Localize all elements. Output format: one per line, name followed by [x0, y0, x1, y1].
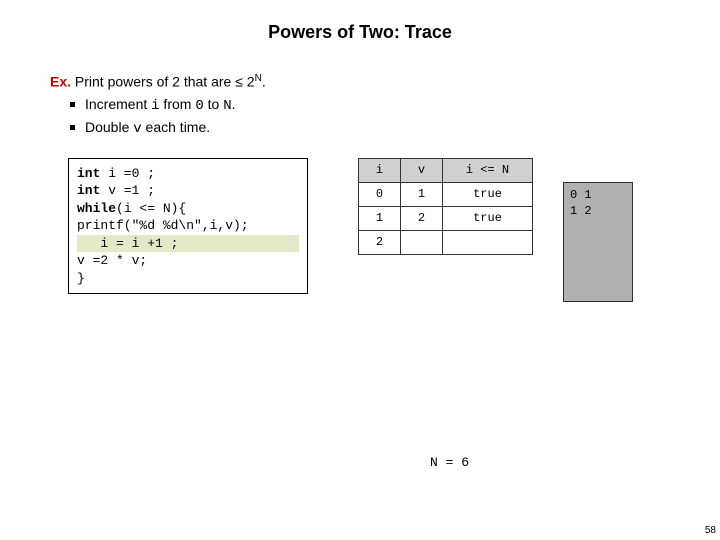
page-number: 58 [705, 525, 716, 536]
ex-tail: . [262, 74, 266, 90]
bullet-mono: v [133, 121, 141, 137]
bullet-mono: 0 [195, 98, 203, 114]
bullet-mono: i [151, 98, 159, 114]
table-cell: true [443, 182, 533, 206]
table-cell: true [443, 206, 533, 230]
bullet-icon [70, 125, 75, 130]
code-line: i = i +1 ; [77, 235, 299, 253]
table-header-row: ivi <= N [359, 158, 533, 182]
bullet-text: . [232, 96, 236, 112]
bullet-item: Double v each time. [70, 117, 670, 140]
output-box: 0 1 1 2 [563, 182, 633, 302]
trace-table: ivi <= N01true12true2 [358, 158, 533, 255]
example-line: Ex. Print powers of 2 that are ≤ 2N. [50, 73, 670, 90]
table-cell: 1 [401, 182, 443, 206]
table-row: 12true [359, 206, 533, 230]
n-note: N = 6 [430, 455, 469, 470]
page-title: Powers of Two: Trace [0, 0, 720, 43]
body: Ex. Print powers of 2 that are ≤ 2N. Inc… [0, 43, 720, 302]
ex-label: Ex. [50, 74, 71, 90]
table-cell: 1 [359, 206, 401, 230]
code-line: int i =0 ; [77, 165, 299, 183]
table-cell [443, 230, 533, 254]
table-cell [401, 230, 443, 254]
bullet-item: Increment i from 0 to N. [70, 94, 670, 117]
code-line: int v =1 ; [77, 182, 299, 200]
bullet-list: Increment i from 0 to N. Double v each t… [70, 94, 670, 140]
table-header: v [401, 158, 443, 182]
content-row: int i =0 ;int v =1 ;while(i <= N){printf… [50, 158, 670, 302]
bullet-mono: N [223, 98, 231, 114]
bullet-text: Increment [85, 96, 151, 112]
bullet-text: from [160, 96, 196, 112]
table-header: i <= N [443, 158, 533, 182]
table-row: 2 [359, 230, 533, 254]
code-line: v =2 * v; [77, 252, 299, 270]
code-line: while(i <= N){ [77, 200, 299, 218]
ex-sup: N [255, 73, 262, 84]
bullet-icon [70, 102, 75, 107]
table-cell: 2 [401, 206, 443, 230]
trace-wrap: ivi <= N01true12true2 [308, 158, 533, 255]
code-block: int i =0 ;int v =1 ;while(i <= N){printf… [68, 158, 308, 295]
table-cell: 2 [359, 230, 401, 254]
code-line: } [77, 270, 299, 288]
bullet-text: Double [85, 119, 133, 135]
table-header: i [359, 158, 401, 182]
bullet-text: each time. [142, 119, 210, 135]
table-row: 01true [359, 182, 533, 206]
code-line: printf("%d %d\n",i,v); [77, 217, 299, 235]
ex-text: Print powers of 2 that are ≤ 2 [71, 74, 255, 90]
table-cell: 0 [359, 182, 401, 206]
bullet-text: to [204, 96, 223, 112]
